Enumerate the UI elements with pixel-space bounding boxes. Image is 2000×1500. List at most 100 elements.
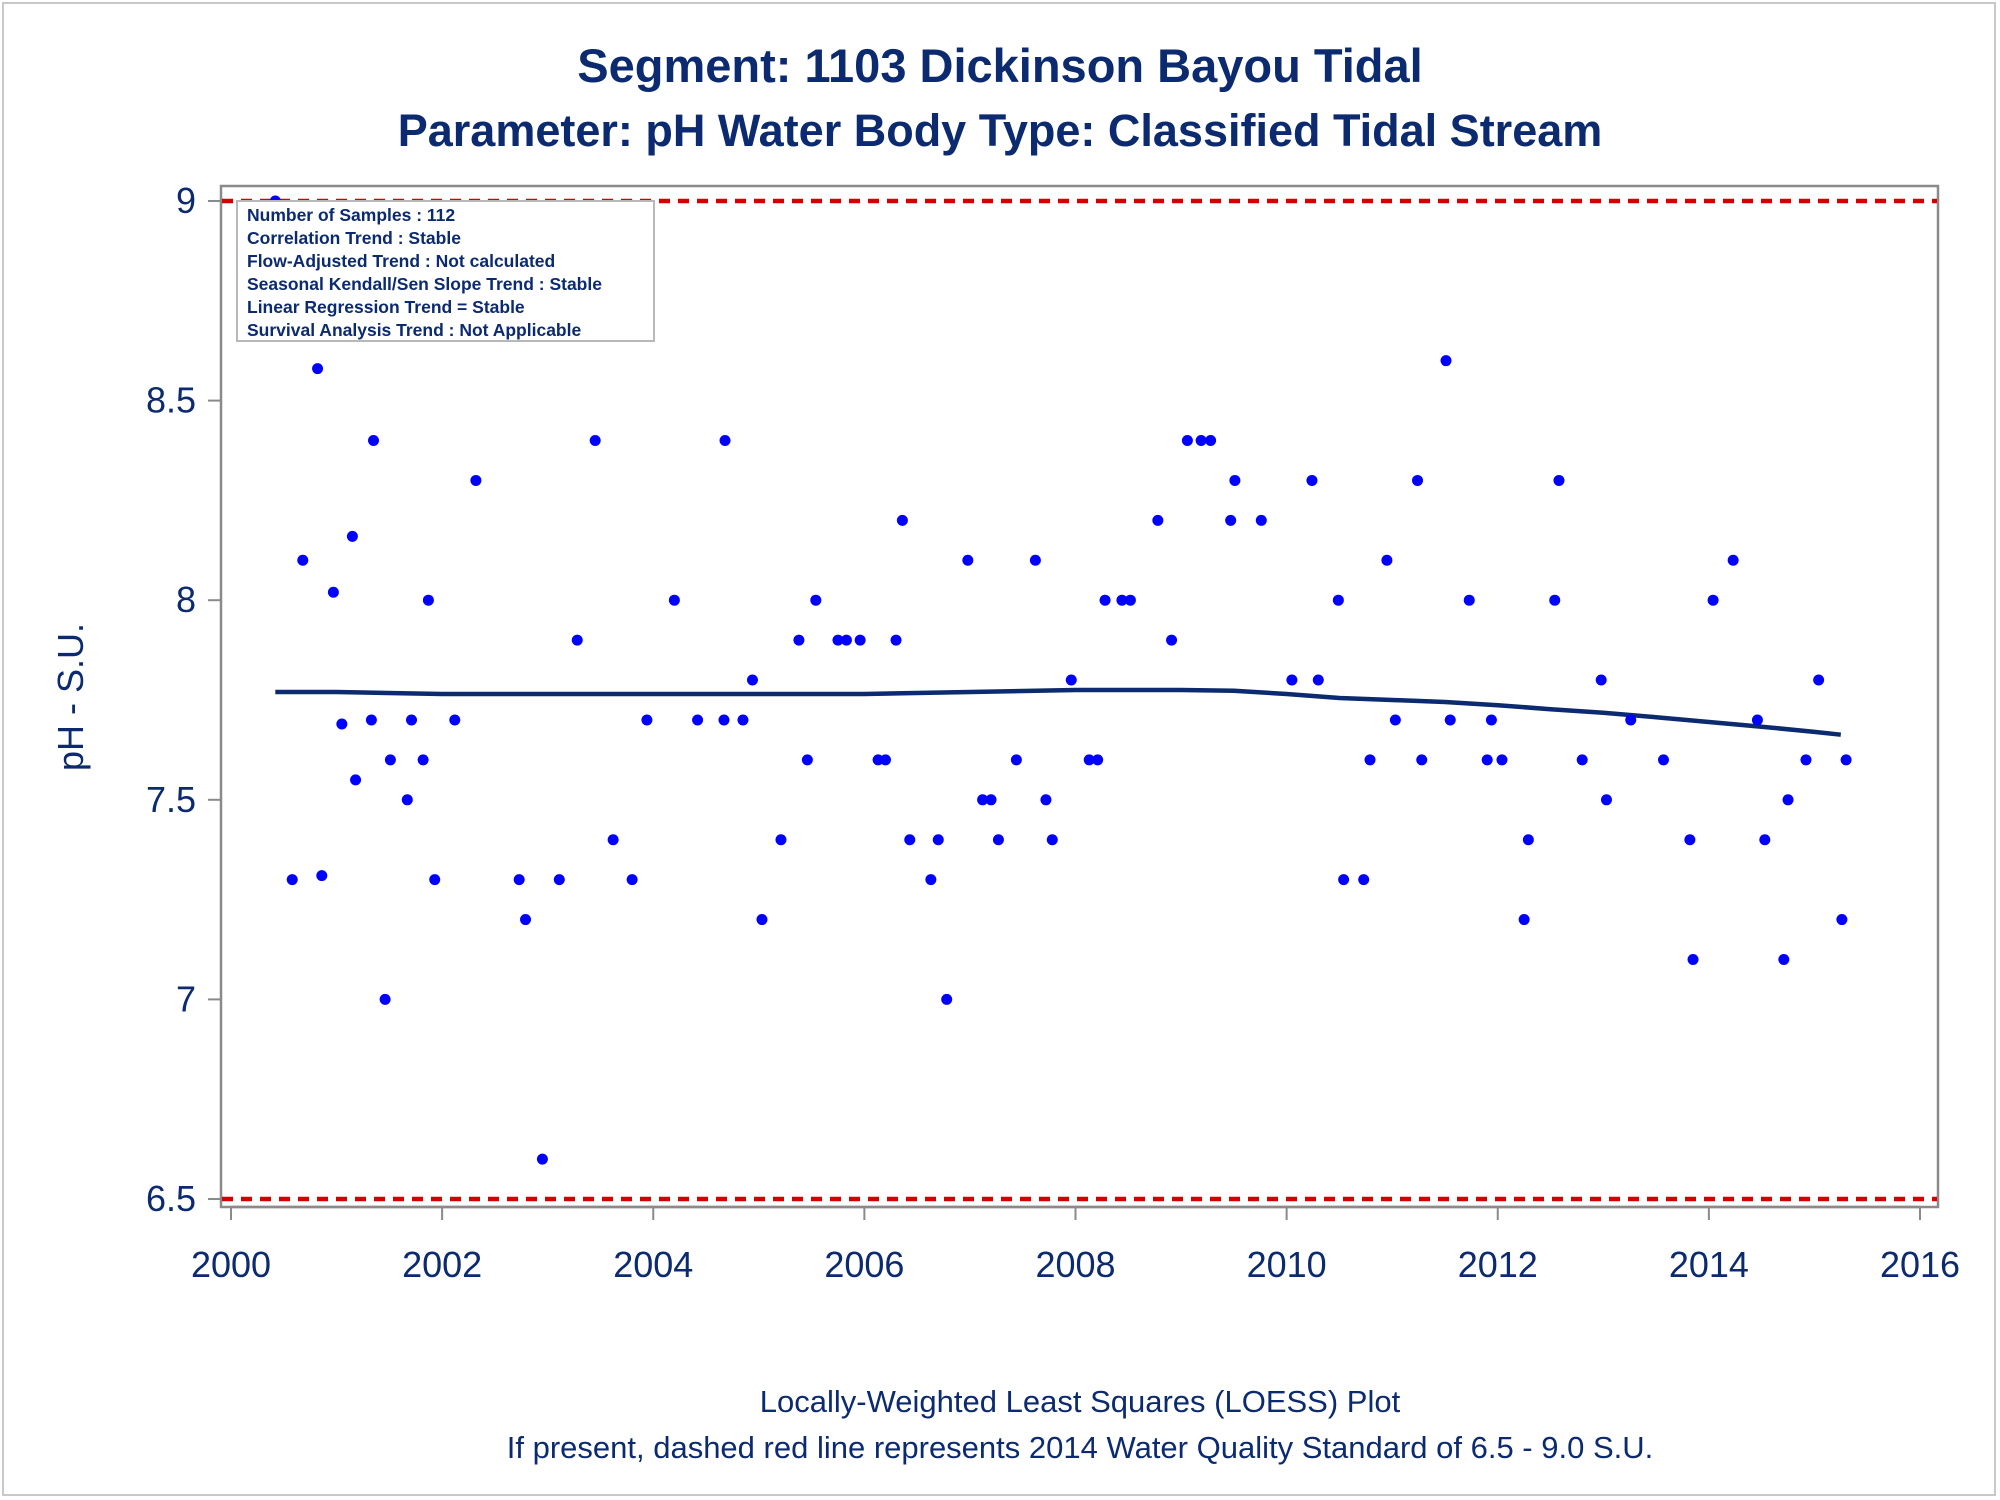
- data-point: [520, 914, 532, 926]
- data-point: [1381, 554, 1393, 566]
- data-point: [1029, 554, 1041, 566]
- data-point: [1684, 834, 1696, 846]
- data-point: [985, 794, 997, 806]
- data-point: [1522, 834, 1534, 846]
- data-point: [417, 754, 429, 766]
- data-point: [607, 834, 619, 846]
- x-tick-label: 2014: [1669, 1244, 1749, 1285]
- data-point: [1782, 794, 1794, 806]
- x-axis: 2000 2002 2004 2006 2008 2010 2012 2014 2016: [191, 1205, 1960, 1285]
- data-point: [327, 586, 339, 598]
- data-point: [1010, 754, 1022, 766]
- data-point: [756, 914, 768, 926]
- info-box-line: Correlation Trend : Stable: [247, 228, 461, 248]
- data-point: [1800, 754, 1812, 766]
- data-point: [793, 634, 805, 646]
- data-point: [401, 794, 413, 806]
- data-point: [832, 634, 844, 646]
- footer-line-2: If present, dashed red line represents 2…: [507, 1430, 1654, 1465]
- data-point: [336, 718, 348, 730]
- data-point: [1358, 874, 1370, 886]
- data-point: [1152, 514, 1164, 526]
- data-point: [422, 594, 434, 606]
- data-point: [1046, 834, 1058, 846]
- data-point: [719, 435, 731, 447]
- x-tick-label: 2004: [613, 1244, 693, 1285]
- data-point: [1338, 874, 1350, 886]
- info-box-frame: [236, 200, 655, 342]
- data-point: [1836, 914, 1848, 926]
- loess-line: [275, 687, 1842, 737]
- data-point: [801, 754, 813, 766]
- info-box-line: Number of Samples : 112: [247, 205, 455, 225]
- data-point: [1759, 834, 1771, 846]
- data-point: [384, 754, 396, 766]
- data-point: [1463, 594, 1475, 606]
- info-box-line: Seasonal Kendall/Sen Slope Trend : Stabl…: [247, 274, 602, 294]
- data-point: [1195, 435, 1207, 447]
- data-point: [316, 870, 328, 882]
- data-point: [1205, 435, 1217, 447]
- data-point: [962, 554, 974, 566]
- y-axis: 6.5 7 7.5 8 8.5 9: [146, 180, 221, 1219]
- chart-title: Segment: 1103 Dickinson Bayou Tidal: [577, 39, 1422, 92]
- data-point: [368, 435, 380, 447]
- data-point: [1416, 754, 1428, 766]
- data-point: [810, 594, 822, 606]
- chart-subtitle: Parameter: pH Water Body Type: Classifie…: [398, 105, 1603, 156]
- data-point: [1813, 674, 1825, 686]
- data-point: [904, 834, 916, 846]
- info-box-line: Survival Analysis Trend : Not Applicable: [247, 320, 581, 340]
- data-point: [896, 514, 908, 526]
- data-point: [1065, 674, 1077, 686]
- data-point: [626, 874, 638, 886]
- data-point: [536, 1153, 548, 1165]
- data-point: [1286, 674, 1298, 686]
- data-point: [932, 834, 944, 846]
- data-point: [1312, 674, 1324, 686]
- data-point: [406, 714, 418, 726]
- data-point: [1727, 554, 1739, 566]
- data-point: [513, 874, 525, 886]
- data-point: [1332, 594, 1344, 606]
- data-point: [1518, 914, 1530, 926]
- data-point: [1229, 474, 1241, 486]
- data-point: [1225, 514, 1237, 526]
- data-point: [1553, 474, 1565, 486]
- data-point: [641, 714, 653, 726]
- data-point: [1496, 754, 1508, 766]
- data-point: [1576, 754, 1588, 766]
- data-point: [379, 993, 391, 1005]
- data-point: [1364, 754, 1376, 766]
- y-tick-label: 6.5: [146, 1178, 196, 1219]
- info-box-line: Linear Regression Trend = Stable: [247, 297, 525, 317]
- data-point: [718, 714, 730, 726]
- data-point: [1181, 435, 1193, 447]
- data-point: [668, 594, 680, 606]
- data-point: [1092, 754, 1104, 766]
- data-point: [297, 554, 309, 566]
- data-point: [746, 674, 758, 686]
- data-point: [350, 774, 362, 786]
- data-point: [1840, 754, 1852, 766]
- data-point: [992, 834, 1004, 846]
- x-tick-label: 2006: [824, 1244, 904, 1285]
- data-point: [737, 714, 749, 726]
- data-point: [925, 874, 937, 886]
- y-tick-label: 8.5: [146, 380, 196, 421]
- data-point: [1124, 594, 1136, 606]
- data-point: [1166, 634, 1178, 646]
- data-point: [1549, 594, 1561, 606]
- data-point: [977, 794, 989, 806]
- data-point: [365, 714, 377, 726]
- data-point: [692, 714, 704, 726]
- data-point: [1444, 714, 1456, 726]
- x-tick-label: 2010: [1247, 1244, 1327, 1285]
- y-tick-label: 7: [176, 978, 196, 1019]
- data-point: [571, 634, 583, 646]
- y-tick-label: 9: [176, 180, 196, 221]
- y-tick-label: 8: [176, 579, 196, 620]
- data-point: [553, 874, 565, 886]
- data-point: [589, 435, 601, 447]
